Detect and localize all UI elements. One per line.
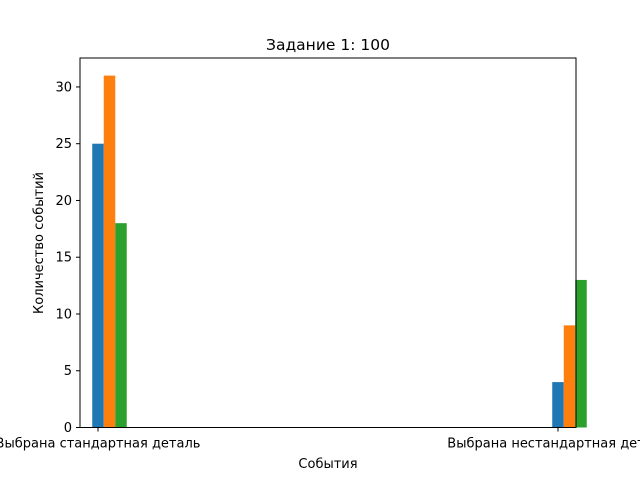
bar-series-0-cat-0 bbox=[92, 143, 104, 428]
y-axis-ticks: 0 5 10 15 20 25 30 bbox=[55, 80, 80, 436]
bar-series-0-cat-1 bbox=[552, 382, 564, 428]
y-tick-label: 30 bbox=[55, 80, 72, 95]
x-tick-label: Выбрана стандартная деталь bbox=[0, 437, 200, 452]
bar-series-1-cat-1 bbox=[563, 325, 576, 428]
y-tick-label: 0 bbox=[64, 421, 72, 436]
y-tick-label: 5 bbox=[64, 364, 72, 379]
bar-series-2-cat-1 bbox=[575, 279, 587, 428]
bar-series-2-cat-0 bbox=[115, 223, 127, 428]
bar-series-1-cat-0 bbox=[103, 75, 116, 428]
bars-group bbox=[92, 75, 587, 428]
y-tick-label: 15 bbox=[55, 251, 72, 266]
x-tick-label: Выбрана нестандартная деталь bbox=[447, 437, 640, 452]
x-axis-ticks: Выбрана стандартная деталь Выбрана нестан… bbox=[0, 427, 640, 452]
y-tick-label: 10 bbox=[55, 307, 72, 322]
y-tick-label: 20 bbox=[55, 194, 72, 209]
axes-frame bbox=[79, 57, 577, 428]
chart-title: Задание 1: 100 bbox=[266, 36, 390, 54]
y-tick-label: 25 bbox=[55, 137, 72, 152]
y-axis-label: Количество событий bbox=[32, 172, 47, 314]
x-axis-label: События bbox=[298, 457, 357, 472]
